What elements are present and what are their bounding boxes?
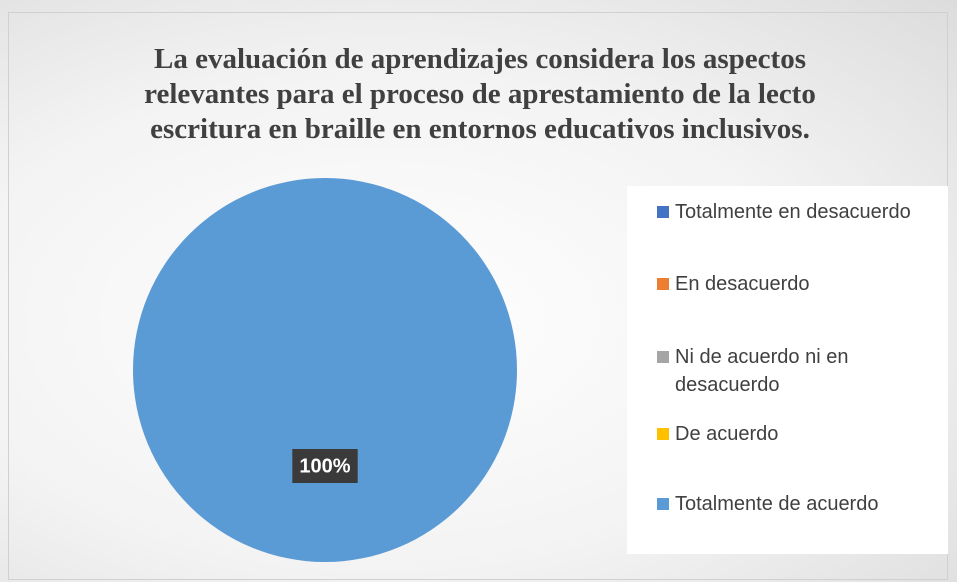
legend-swatch xyxy=(657,278,669,290)
data-label: 100% xyxy=(292,449,358,483)
data-label-box xyxy=(292,449,358,483)
legend-swatch xyxy=(657,428,669,440)
legend-label: Totalmente de acuerdo xyxy=(675,493,879,515)
legend: Totalmente en desacuerdo En desacuerdo Ni … xyxy=(627,186,948,554)
legend-label: De acuerdo xyxy=(675,423,779,445)
legend-swatch xyxy=(657,351,669,363)
legend-item: Totalmente en desacuerdo xyxy=(657,198,937,226)
pie-slice xyxy=(133,178,517,562)
legend-swatch xyxy=(657,498,669,510)
data-label-text: 100% xyxy=(299,455,350,477)
legend-swatch xyxy=(657,206,669,218)
legend-label: Ni de acuerdo ni en desacuerdo xyxy=(675,346,849,396)
chart-title: La evaluación de aprendizajes considera … xyxy=(144,43,816,145)
legend-item: De acuerdo xyxy=(657,420,937,448)
legend-label: En desacuerdo xyxy=(675,273,810,295)
legend-item: En desacuerdo xyxy=(657,270,937,298)
legend-item: Ni de acuerdo ni en desacuerdo xyxy=(657,343,937,399)
legend-label: Totalmente en desacuerdo xyxy=(675,201,911,223)
legend-item: Totalmente de acuerdo xyxy=(657,490,937,518)
